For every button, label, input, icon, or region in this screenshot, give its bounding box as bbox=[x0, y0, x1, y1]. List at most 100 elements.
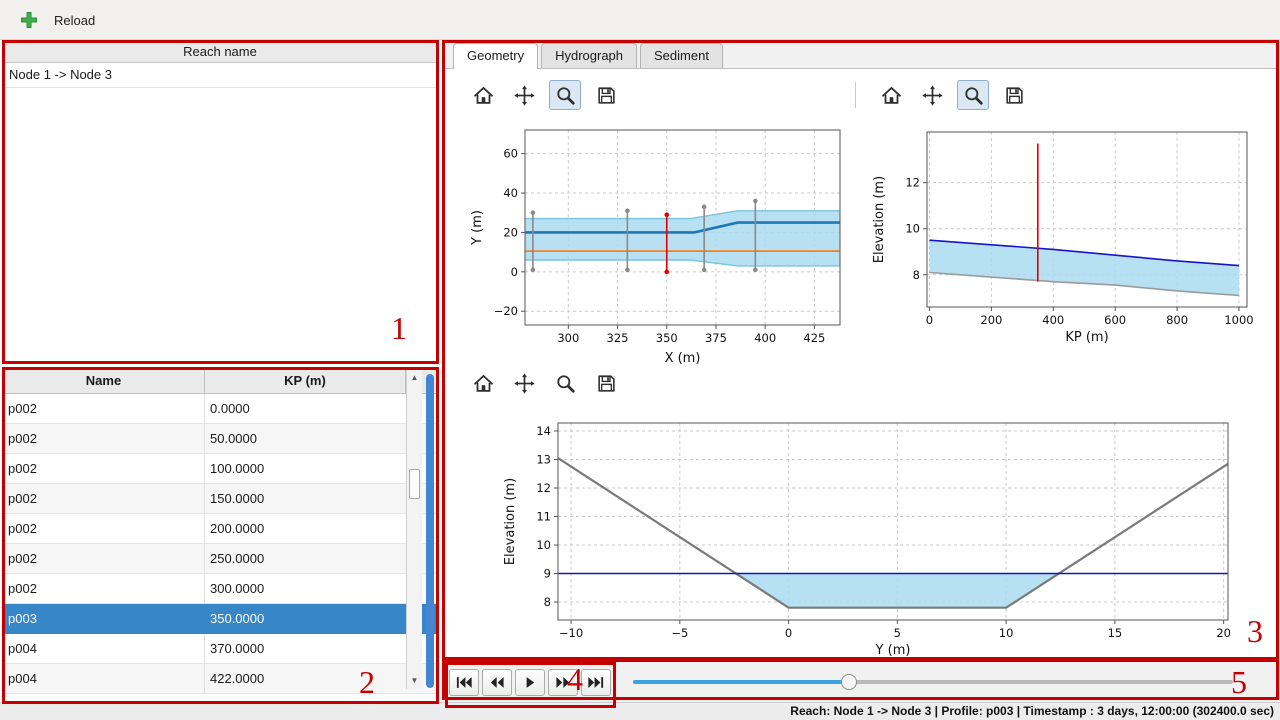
svg-text:Elevation (m): Elevation (m) bbox=[872, 176, 887, 263]
plot-tabbar: Geometry Hydrograph Sediment bbox=[443, 40, 1278, 69]
tab-geometry[interactable]: Geometry bbox=[453, 43, 539, 69]
time-slider-handle[interactable] bbox=[841, 674, 857, 690]
reach-list: Node 1 -> Node 3 bbox=[3, 63, 437, 88]
scrollbar-down-arrow[interactable]: ▼ bbox=[410, 676, 419, 685]
table-row[interactable]: p002 0.0000 bbox=[3, 394, 437, 424]
reach-list-item[interactable]: Node 1 -> Node 3 bbox=[3, 63, 437, 88]
save-button[interactable] bbox=[590, 80, 622, 110]
table-row[interactable]: p002 100.0000 bbox=[3, 454, 437, 484]
profile-plot-toolbar bbox=[875, 80, 1030, 110]
longitudinal-profile-chart[interactable]: 0 200 400 600 800 1000 8 10 12 KP (m) Elevation (m… bbox=[867, 115, 1257, 363]
reach-list-header: Reach name bbox=[3, 41, 437, 63]
save-icon bbox=[597, 374, 615, 392]
svg-text:40: 40 bbox=[503, 186, 518, 200]
plan-plot-toolbar bbox=[467, 80, 622, 110]
cell-name: p002 bbox=[3, 394, 205, 423]
tab-hydrograph[interactable]: Hydrograph bbox=[541, 43, 638, 68]
save-button[interactable] bbox=[590, 368, 622, 398]
pan-button[interactable] bbox=[508, 368, 540, 398]
skip-start-button[interactable] bbox=[449, 669, 479, 696]
svg-text:12: 12 bbox=[536, 481, 551, 495]
svg-text:X (m): X (m) bbox=[665, 351, 701, 365]
table-row[interactable]: p002 150.0000 bbox=[3, 484, 437, 514]
svg-text:0: 0 bbox=[511, 265, 518, 279]
column-header-name[interactable]: Name bbox=[3, 369, 205, 393]
svg-text:12: 12 bbox=[905, 176, 920, 190]
reload-icon bbox=[20, 11, 38, 29]
zoom-button[interactable] bbox=[549, 368, 581, 398]
cross-section-chart[interactable]: −10 −5 0 5 10 15 20 8 9 10 11 12 13 14 Y (m) Elevation … bbox=[455, 406, 1265, 656]
panel-scroll-indicator[interactable] bbox=[426, 374, 434, 688]
profile-table-panel: Name KP (m) p002 0.0000 p002 50.0000 p002 100… bbox=[2, 368, 438, 703]
pan-button[interactable] bbox=[916, 80, 948, 110]
svg-text:10: 10 bbox=[905, 222, 920, 236]
svg-text:15: 15 bbox=[1108, 626, 1123, 640]
cell-name: p004 bbox=[3, 664, 205, 693]
pan-button[interactable] bbox=[508, 80, 540, 110]
cell-kp: 300.0000 bbox=[210, 581, 265, 596]
svg-text:350: 350 bbox=[656, 331, 678, 345]
table-row[interactable]: p004 370.0000 bbox=[3, 634, 437, 664]
svg-text:8: 8 bbox=[544, 595, 551, 609]
cell-name: p002 bbox=[3, 424, 205, 453]
svg-text:20: 20 bbox=[1216, 626, 1231, 640]
svg-text:5: 5 bbox=[894, 626, 901, 640]
svg-text:375: 375 bbox=[705, 331, 727, 345]
pan-icon bbox=[513, 84, 535, 106]
zoom-button[interactable] bbox=[549, 80, 581, 110]
svg-text:400: 400 bbox=[754, 331, 776, 345]
table-header-row: Name KP (m) bbox=[3, 369, 437, 394]
top-toolbar: Reload bbox=[0, 0, 1280, 40]
plan-view-chart[interactable]: 300 325 350 375 400 425 −20 0 20 40 60 X (m) Y (m) bbox=[455, 115, 850, 365]
svg-text:10: 10 bbox=[999, 626, 1014, 640]
svg-text:−20: −20 bbox=[494, 304, 518, 318]
svg-text:11: 11 bbox=[536, 510, 551, 524]
svg-text:0: 0 bbox=[926, 313, 933, 327]
home-button[interactable] bbox=[875, 80, 907, 110]
pan-icon bbox=[513, 372, 535, 394]
rewind-icon bbox=[490, 677, 504, 688]
scrollbar-up-arrow[interactable]: ▲ bbox=[410, 373, 419, 382]
cell-kp: 0.0000 bbox=[210, 401, 250, 416]
svg-text:400: 400 bbox=[1042, 313, 1064, 327]
svg-text:Elevation (m): Elevation (m) bbox=[503, 478, 518, 565]
fast-forward-button[interactable] bbox=[548, 669, 578, 696]
column-header-kp[interactable]: KP (m) bbox=[205, 369, 406, 393]
cell-name: p002 bbox=[3, 574, 205, 603]
table-row[interactable]: p003 350.0000 bbox=[3, 604, 437, 634]
home-button[interactable] bbox=[467, 368, 499, 398]
slider-groove bbox=[633, 680, 1233, 684]
rewind-button[interactable] bbox=[482, 669, 512, 696]
svg-text:Y (m): Y (m) bbox=[875, 643, 911, 656]
zoom-icon bbox=[556, 86, 575, 105]
save-button[interactable] bbox=[998, 80, 1030, 110]
svg-text:14: 14 bbox=[536, 424, 551, 438]
reload-button[interactable]: Reload bbox=[12, 5, 103, 35]
scrollbar-handle[interactable] bbox=[409, 469, 420, 499]
cell-name: p002 bbox=[3, 514, 205, 543]
tab-sediment[interactable]: Sediment bbox=[640, 43, 723, 68]
home-button[interactable] bbox=[467, 80, 499, 110]
reload-label: Reload bbox=[54, 12, 96, 28]
svg-text:8: 8 bbox=[913, 268, 920, 282]
table-row[interactable]: p002 50.0000 bbox=[3, 424, 437, 454]
skip-start-icon bbox=[456, 677, 472, 688]
table-row[interactable]: p002 300.0000 bbox=[3, 574, 437, 604]
skip-end-button[interactable] bbox=[581, 669, 611, 696]
svg-text:−5: −5 bbox=[671, 626, 688, 640]
svg-text:425: 425 bbox=[803, 331, 825, 345]
table-row[interactable]: p004 422.0000 bbox=[3, 664, 437, 694]
svg-text:−10: −10 bbox=[559, 626, 583, 640]
table-row[interactable]: p002 250.0000 bbox=[3, 544, 437, 574]
table-row[interactable]: p002 200.0000 bbox=[3, 514, 437, 544]
table-scrollbar[interactable]: ▲ ▼ bbox=[406, 369, 422, 689]
reach-list-panel: Reach name Node 1 -> Node 3 bbox=[2, 40, 438, 363]
svg-text:13: 13 bbox=[536, 452, 551, 466]
svg-text:1000: 1000 bbox=[1224, 313, 1253, 327]
play-button[interactable] bbox=[515, 669, 545, 696]
zoom-button[interactable] bbox=[957, 80, 989, 110]
svg-text:300: 300 bbox=[557, 331, 579, 345]
cell-name: p002 bbox=[3, 484, 205, 513]
time-slider[interactable] bbox=[633, 674, 1233, 690]
